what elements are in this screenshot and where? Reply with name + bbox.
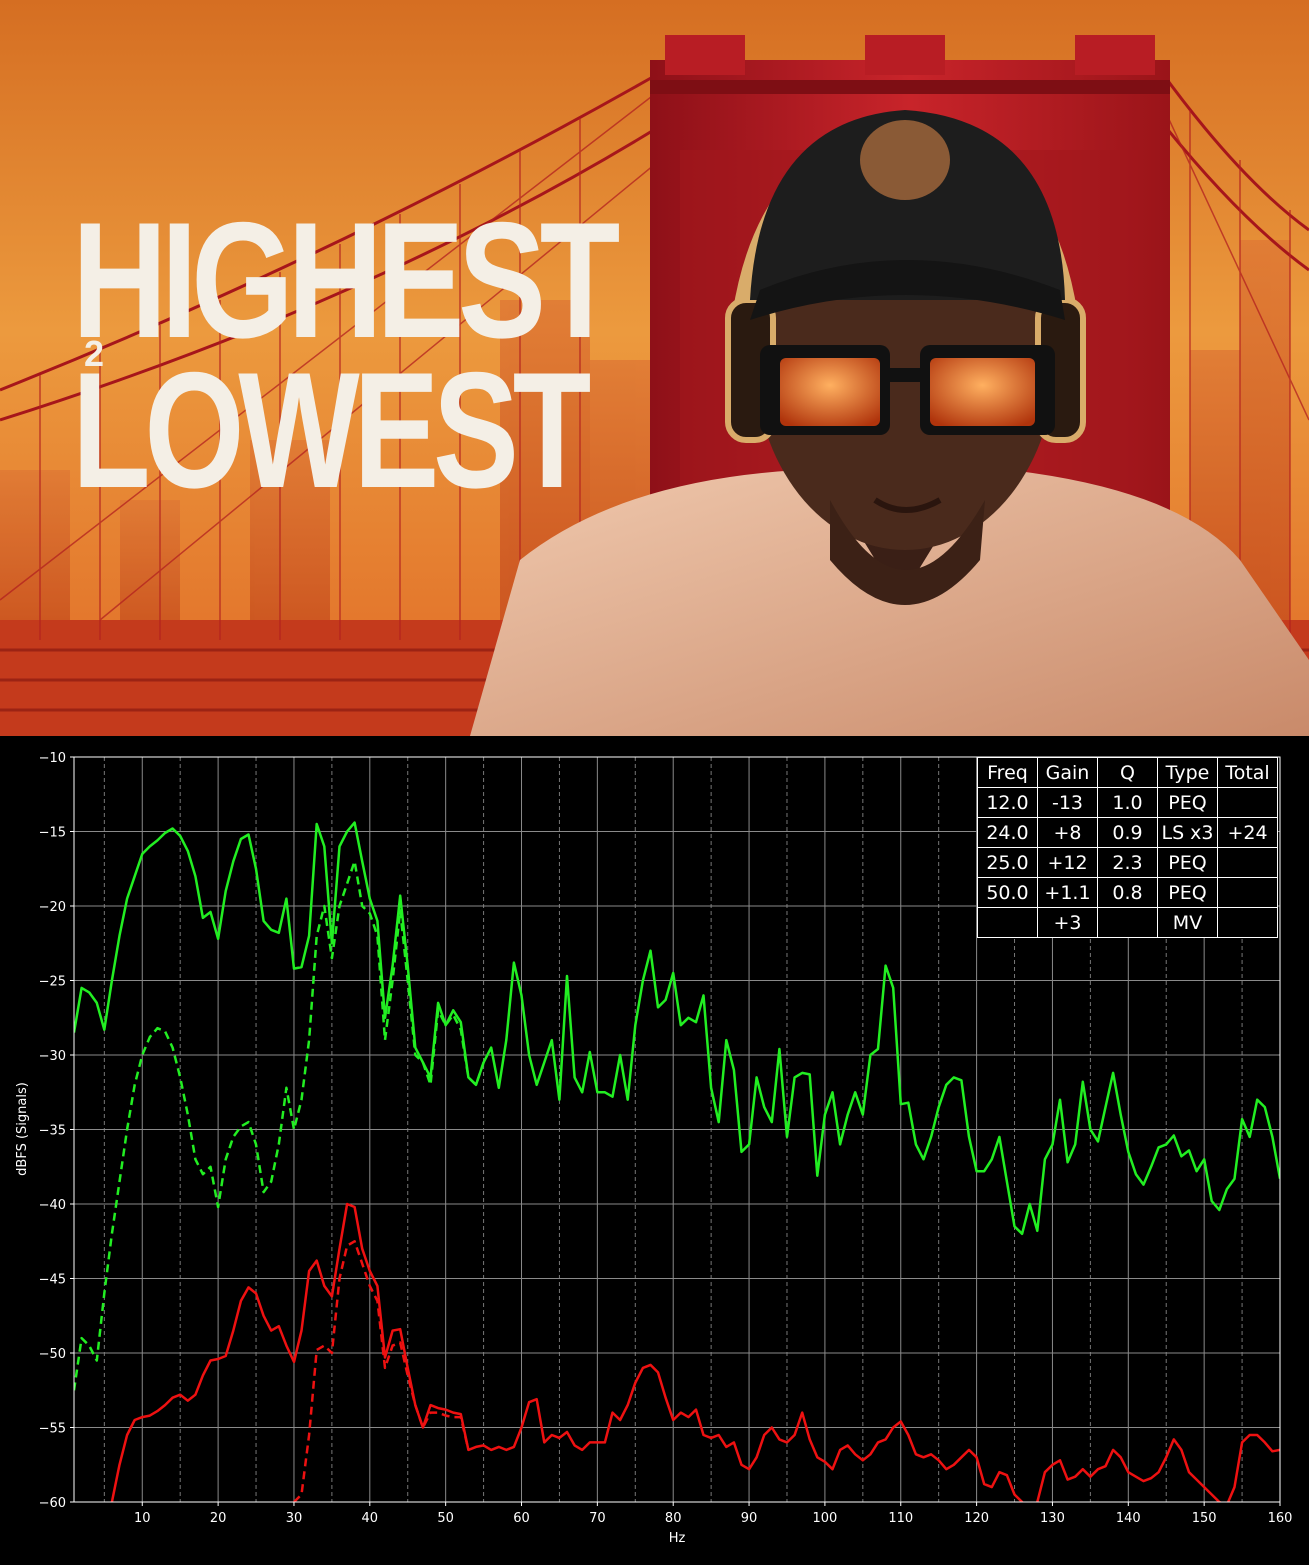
table-cell: 0.8: [1097, 877, 1158, 908]
table-cell: +1.1: [1037, 877, 1098, 908]
table-cell: PEQ: [1157, 877, 1218, 908]
table-cell: 12.0: [977, 787, 1038, 818]
table-cell: [977, 907, 1038, 938]
table-cell: MV: [1157, 907, 1218, 938]
y-tick-label: −20: [39, 900, 66, 915]
x-tick-label: 20: [210, 1511, 227, 1526]
title-number: 2: [84, 333, 105, 374]
table-cell: +8: [1037, 817, 1098, 848]
x-tick-label: 150: [1192, 1511, 1217, 1526]
x-tick-label: 50: [437, 1511, 454, 1526]
frequency-response-chart: 10 20 30 40 50 60 70 80 90 100 110 120 130 140 150 160 −…: [0, 736, 1309, 1561]
table-row: 24.0 +8 0.9 LS x3 +24: [977, 817, 1278, 848]
table-cell: 25.0: [977, 847, 1038, 878]
y-tick-label: −25: [39, 975, 66, 990]
title-line-highest: HIGHEST: [72, 188, 620, 372]
table-cell: PEQ: [1157, 847, 1218, 878]
table-cell: 2.3: [1097, 847, 1158, 878]
y-tick-label: −30: [39, 1049, 66, 1064]
y-tick-label: −45: [39, 1273, 66, 1288]
x-axis-label: Hz: [669, 1531, 686, 1546]
table-cell: +3: [1037, 907, 1098, 938]
x-tick-label: 140: [1116, 1511, 1141, 1526]
table-header: Type: [1157, 757, 1218, 788]
y-tick-label: −15: [39, 826, 66, 841]
headphones-silhouette-icon: [860, 120, 950, 200]
table-cell: PEQ: [1157, 787, 1218, 818]
table-cell: [1217, 907, 1278, 938]
series-line-3: [293, 1240, 470, 1502]
poster-title: HIGHEST 2 LOWEST: [72, 188, 620, 513]
table-cell: 50.0: [977, 877, 1038, 908]
y-tick-label: −60: [39, 1496, 66, 1511]
table-row: +3 MV: [977, 907, 1278, 938]
x-tick-label: 90: [741, 1511, 758, 1526]
x-tick-label: 60: [513, 1511, 530, 1526]
table-cell: +24: [1217, 817, 1278, 848]
table-row: 12.0 -13 1.0 PEQ: [977, 787, 1278, 818]
table-cell: [1217, 847, 1278, 878]
poster-artwork: [0, 0, 1309, 736]
movie-poster: HIGHEST 2 LOWEST: [0, 0, 1309, 736]
table-cell: 1.0: [1097, 787, 1158, 818]
x-tick-label: 10: [134, 1511, 151, 1526]
eq-settings-table: Freq Gain Q Type Total 12.0 -13 1.0 PEQ …: [977, 757, 1278, 938]
table-row: 25.0 +12 2.3 PEQ: [977, 847, 1278, 878]
y-tick-label: −10: [39, 751, 66, 766]
table-cell: -13: [1037, 787, 1098, 818]
x-tick-label: 70: [589, 1511, 606, 1526]
table-cell: [1217, 787, 1278, 818]
series-line-1: [74, 860, 485, 1391]
table-header-row: Freq Gain Q Type Total: [977, 757, 1278, 788]
y-tick-label: −55: [39, 1422, 66, 1437]
y-tick-label: −40: [39, 1198, 66, 1213]
y-tick-label: −50: [39, 1347, 66, 1362]
table-cell: 0.9: [1097, 817, 1158, 848]
table-cell: [1097, 907, 1158, 938]
table-row: 50.0 +1.1 0.8 PEQ: [977, 877, 1278, 908]
y-tick-label: −35: [39, 1124, 66, 1139]
table-header: Q: [1097, 757, 1158, 788]
x-tick-label: 110: [888, 1511, 913, 1526]
x-tick-label: 30: [286, 1511, 303, 1526]
table-cell: 24.0: [977, 817, 1038, 848]
table-header: Total: [1217, 757, 1278, 788]
x-tick-label: 100: [812, 1511, 837, 1526]
table-header: Gain: [1037, 757, 1098, 788]
y-axis-label: dBFS (Signals): [15, 1082, 30, 1176]
table-cell: LS x3: [1157, 817, 1218, 848]
x-tick-label: 120: [964, 1511, 989, 1526]
x-tick-label: 130: [1040, 1511, 1065, 1526]
series-line-0: [74, 821, 1280, 1236]
x-tick-label: 80: [665, 1511, 682, 1526]
person-figure: [470, 110, 1309, 736]
table-cell: +12: [1037, 847, 1098, 878]
table-cell: [1217, 877, 1278, 908]
table-header: Freq: [977, 757, 1038, 788]
title-line-lowest: LOWEST: [72, 338, 591, 522]
series-line-2: [110, 1202, 1280, 1502]
x-tick-label: 40: [362, 1511, 379, 1526]
bridge-cables: [0, 68, 1309, 422]
x-tick-label: 160: [1268, 1511, 1293, 1526]
